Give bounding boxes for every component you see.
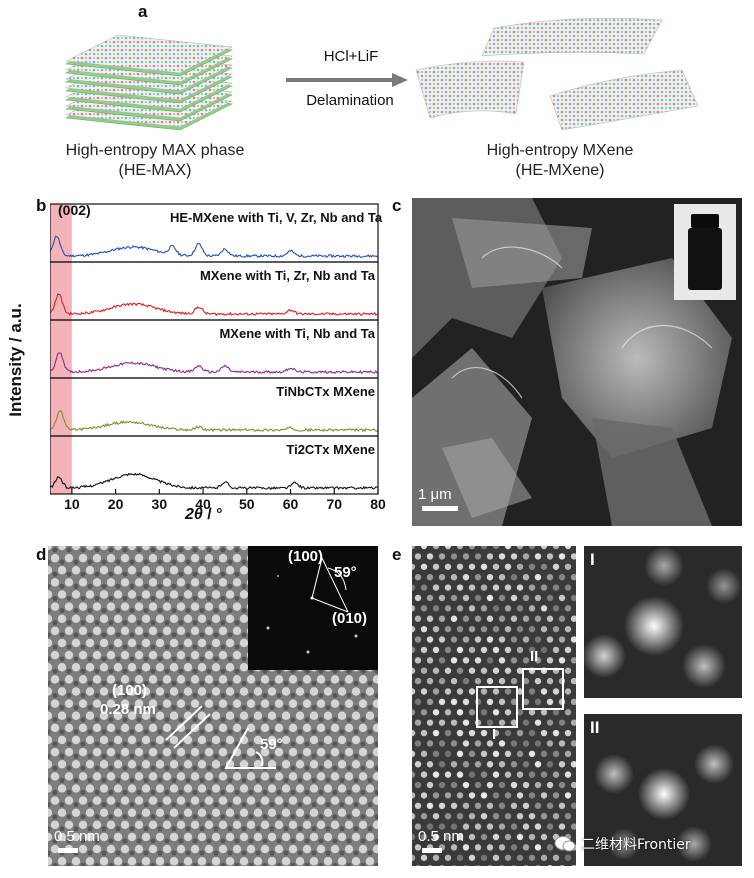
- x-tick-label: 10: [64, 496, 80, 512]
- angle-marker: [224, 727, 276, 769]
- vial-body: [688, 228, 722, 290]
- he-max-caption-line1: High-entropy MAX phase: [65, 142, 245, 159]
- angle-label: 59°: [260, 736, 283, 753]
- x-tick-label: 20: [107, 496, 124, 512]
- zoom-inset-II: II: [584, 714, 742, 866]
- xrd-panel-frame: [50, 435, 379, 495]
- haadf-scale-bar: [422, 848, 442, 853]
- xrd-series-label: Ti2CTx MXene: [286, 442, 375, 457]
- region-box-II-label: II: [530, 648, 539, 665]
- he-mxene-caption: High-entropy MXene (HE-MXene): [470, 141, 650, 181]
- he-mxene-caption-line1: High-entropy MXene: [486, 142, 634, 159]
- xrd-series-line: [50, 472, 379, 491]
- sem-flakes-render: [412, 198, 742, 526]
- x-tick-label: 50: [239, 496, 255, 512]
- hrtem-scale-label: 0.5 nm: [54, 828, 100, 845]
- region-box-II: [522, 668, 564, 710]
- zoom-inset-I-label: I: [590, 550, 595, 569]
- he-mxene-caption-line2: (HE-MXene): [515, 162, 605, 179]
- sem-scale-label: 1 μm: [418, 486, 452, 503]
- xrd-series-label: HE-MXene with Ti, V, Zr, Nb and Ta: [170, 210, 383, 225]
- panel-label-e: e: [392, 545, 402, 564]
- he-max-stack-illustration: [64, 34, 234, 131]
- xrd-series-line: [50, 235, 379, 259]
- region-box-I: [476, 686, 518, 728]
- panel-label-b: b: [36, 196, 47, 215]
- panel-label-a: a: [138, 2, 148, 21]
- zoom-inset-I-render: [584, 546, 742, 688]
- panel-label-d: d: [36, 545, 47, 564]
- he-mxene-flakes-illustration: [415, 17, 699, 131]
- zoom-inset-II-render: [594, 744, 734, 862]
- xrd-series-label: TiNbCTx MXene: [276, 384, 375, 399]
- zoom-inset-II-label: II: [590, 718, 600, 737]
- peak-002-label: (002): [58, 202, 91, 218]
- y-axis-label-container: Intensity / a.u.: [4, 230, 28, 490]
- x-tick-label: 80: [370, 496, 386, 512]
- xrd-series-line: [50, 410, 379, 433]
- x-tick-label: 70: [326, 496, 343, 512]
- xrd-chart: [50, 203, 379, 495]
- fft-010-label: (010): [332, 610, 368, 627]
- fft-angle-label: 59°: [334, 564, 357, 581]
- x-tick-label: 60: [282, 496, 299, 512]
- he-max-caption-line2: (HE-MAX): [118, 162, 192, 179]
- arrow-right-icon: [286, 73, 408, 87]
- xrd-series-label: MXene with Ti, Zr, Nb and Ta: [199, 268, 375, 283]
- arrow-bottom-label: Delamination: [306, 92, 394, 109]
- plane-100-label: (100): [112, 682, 148, 699]
- sem-image: 1 μm: [412, 198, 742, 526]
- arrow-top-label: HCl+LiF: [323, 48, 379, 65]
- watermark-text: 二维材料Frontier: [581, 837, 691, 853]
- fft-inset: (100) 59° (010): [248, 546, 378, 670]
- wechat-icon: [554, 836, 576, 852]
- x-axis-label-symbol: 2θ: [185, 506, 203, 523]
- fft-100-label: (100): [288, 548, 324, 565]
- panel-label-c: c: [392, 196, 402, 215]
- xrd-series-line: [50, 352, 378, 375]
- d-spacing-lines: [165, 705, 211, 749]
- haadf-image: I II 0.5 nm: [412, 546, 576, 866]
- d-spacing-label: 0.28 nm: [100, 701, 156, 718]
- zoom-inset-I: I: [584, 546, 742, 698]
- vial-cap: [691, 214, 719, 228]
- he-max-caption: High-entropy MAX phase (HE-MAX): [60, 141, 250, 181]
- x-axis-label: 2θ / °: [185, 506, 223, 524]
- haadf-lattice-render: [412, 546, 576, 866]
- hrtem-image: (100) 59° (010) (100) 0.28 nm 59° 0.5 nm: [48, 546, 378, 866]
- x-axis-label-unit: / °: [202, 506, 223, 523]
- y-axis-label: Intensity / a.u.: [6, 303, 25, 417]
- watermark: 二维材料Frontier: [554, 834, 691, 854]
- xrd-series-line: [50, 293, 379, 317]
- haadf-scale-label: 0.5 nm: [418, 828, 464, 845]
- hrtem-scale-bar: [58, 848, 78, 853]
- fft-diagram: [266, 557, 358, 654]
- region-box-I-label: I: [492, 726, 497, 743]
- x-tick-label: 30: [151, 496, 168, 512]
- vial-inset: [674, 204, 736, 300]
- x-tick-label: 40: [195, 496, 211, 512]
- sem-scale-bar: [422, 506, 458, 511]
- xrd-series-label: MXene with Ti, Nb and Ta: [219, 326, 375, 341]
